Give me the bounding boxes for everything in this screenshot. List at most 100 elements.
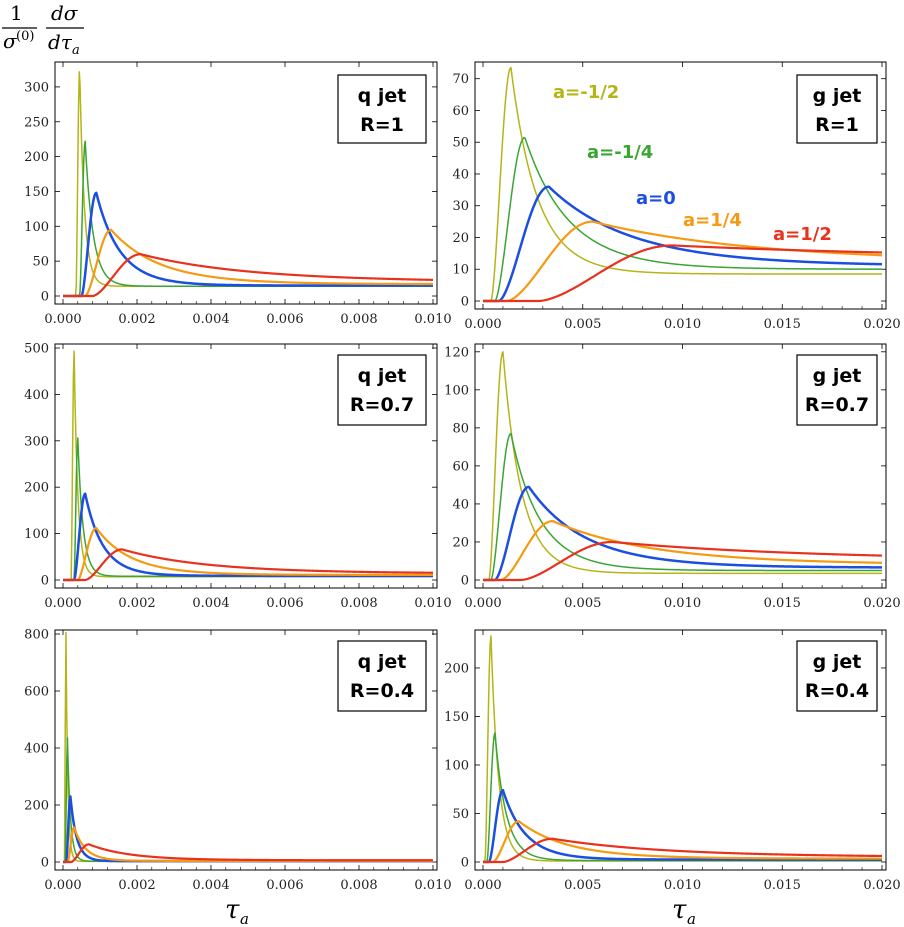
series-line-a--1-4 <box>483 136 882 302</box>
jet-radius-label: R=0.7 <box>805 394 869 416</box>
x-tick-label: 0.000 <box>464 317 501 332</box>
series-line-a-0 <box>62 191 434 298</box>
series-line-a--1-2 <box>483 351 882 581</box>
x-tick-label: 0.020 <box>863 596 900 611</box>
x-axis-label-left: τ a <box>225 895 249 927</box>
x-tick-label: 0.004 <box>192 596 229 611</box>
y-tick-label: 500 <box>24 342 49 357</box>
y-tick-label: 40 <box>452 497 469 512</box>
jet-type-label: g jet <box>813 651 862 673</box>
y-tick-label: 10 <box>452 263 469 278</box>
x-tick-label: 0.008 <box>340 312 377 327</box>
series-label: a=0 <box>636 188 676 209</box>
jet-annotation-box <box>796 354 878 426</box>
y-tick-label: 0 <box>461 574 469 589</box>
y-tick-label: 50 <box>452 136 469 151</box>
x-tick-label: 0.010 <box>414 878 451 893</box>
plot-frame <box>54 343 438 589</box>
y-tick-label: 0 <box>461 295 469 310</box>
x-tick-label: 0.020 <box>863 317 900 332</box>
series-line-a-1-2 <box>482 540 883 582</box>
y-tick-label: 0 <box>41 574 49 589</box>
x-tick-label: 0.010 <box>664 317 701 332</box>
ylabel-denominator-right-sub: a <box>72 43 80 58</box>
xlabel-symbol-left: τ <box>225 895 240 925</box>
series-line-a-1-4 <box>62 228 434 298</box>
x-tick-label: 0.006 <box>266 596 303 611</box>
x-tick-label: 0.000 <box>464 596 501 611</box>
jet-radius-label: R=1 <box>360 114 404 136</box>
x-tick-label: 0.000 <box>464 878 501 893</box>
y-tick-label: 30 <box>452 199 469 214</box>
jet-type-label: q jet <box>358 651 407 673</box>
series-line-a--1-2 <box>483 66 882 302</box>
panel-g-R07: 0 20 40 60 80 100 120 0.000 0.005 0.010 0.015 0.020… <box>444 343 901 611</box>
y-tick-label: 100 <box>24 527 49 542</box>
jet-radius-label: R=0.4 <box>350 680 414 702</box>
series-label: a=1/4 <box>683 210 742 231</box>
ylabel-numerator-right: dσ <box>51 1 79 25</box>
jet-type-label: g jet <box>813 365 862 387</box>
panel-g-R04: 0 50 100 150 200 0.000 0.005 0.010 0.015 0.020 g j… <box>444 629 901 893</box>
y-tick-label: 20 <box>452 231 469 246</box>
y-tick-label: 400 <box>24 388 49 403</box>
y-tick-label: 800 <box>24 628 49 643</box>
x-tick-label: 0.000 <box>44 596 81 611</box>
y-tick-label: 80 <box>452 421 469 436</box>
x-tick-label: 0.020 <box>863 878 900 893</box>
x-tick-label: 0.008 <box>340 878 377 893</box>
x-tick-label: 0.002 <box>118 878 155 893</box>
ylabel-denominator-right: dτ <box>48 30 73 54</box>
series-line-a--1-4 <box>483 432 882 581</box>
series-line-a-1-2 <box>482 837 883 864</box>
y-tick-label: 150 <box>24 185 49 200</box>
xlabel-sub-right: a <box>687 910 696 927</box>
x-tick-label: 0.004 <box>192 878 229 893</box>
x-tick-label: 0.004 <box>192 312 229 327</box>
jet-annotation-box <box>337 354 427 426</box>
y-tick-label: 20 <box>452 535 469 550</box>
plot-frame <box>474 61 887 310</box>
jet-radius-label: R=0.7 <box>350 394 414 416</box>
x-tick-label: 0.008 <box>340 596 377 611</box>
ylabel-denominator-left-sup: (0) <box>16 29 34 44</box>
jet-type-label: g jet <box>813 85 862 107</box>
jet-annotation-box <box>796 640 878 712</box>
x-tick-label: 0.006 <box>266 878 303 893</box>
jet-annotation-box <box>337 640 427 712</box>
jet-annotation-box <box>337 74 427 144</box>
y-tick-label: 60 <box>452 459 469 474</box>
y-tick-label: 300 <box>24 434 49 449</box>
y-tick-label: 70 <box>452 72 469 87</box>
x-tick-label: 0.000 <box>44 312 81 327</box>
x-tick-label: 0.006 <box>266 312 303 327</box>
y-tick-label: 0 <box>41 856 49 871</box>
series-line-a-0 <box>482 788 883 864</box>
y-tick-label: 50 <box>452 807 469 822</box>
series-line-a-1-2 <box>62 548 434 582</box>
y-tick-label: 120 <box>444 345 469 360</box>
x-tick-label: 0.015 <box>764 596 801 611</box>
y-tick-label: 400 <box>24 742 49 757</box>
jet-type-label: q jet <box>358 85 407 107</box>
x-tick-label: 0.005 <box>564 878 601 893</box>
plot-frame <box>474 629 887 871</box>
series-line-a--1-4 <box>62 140 434 297</box>
series-line-a-1-2 <box>482 244 883 303</box>
y-tick-label: 100 <box>24 220 49 235</box>
y-tick-label: 300 <box>24 80 49 95</box>
x-tick-label: 0.010 <box>664 596 701 611</box>
series-line-a-1-2 <box>62 843 434 864</box>
ylabel-denominator-left: σ <box>3 29 18 53</box>
series-line-a--1-4 <box>62 737 434 863</box>
y-tick-label: 200 <box>24 799 49 814</box>
x-tick-label: 0.010 <box>664 878 701 893</box>
panel-q-R04: 0 200 400 600 800 0.000 0.002 0.004 0.006 0.008 0.… <box>24 628 451 894</box>
y-tick-label: 0 <box>41 290 49 305</box>
series-line-a--1-4 <box>483 732 882 863</box>
plot-frame <box>54 629 438 871</box>
y-tick-label: 60 <box>452 104 469 119</box>
x-tick-label: 0.005 <box>564 596 601 611</box>
series-label: a=1/2 <box>773 224 832 245</box>
